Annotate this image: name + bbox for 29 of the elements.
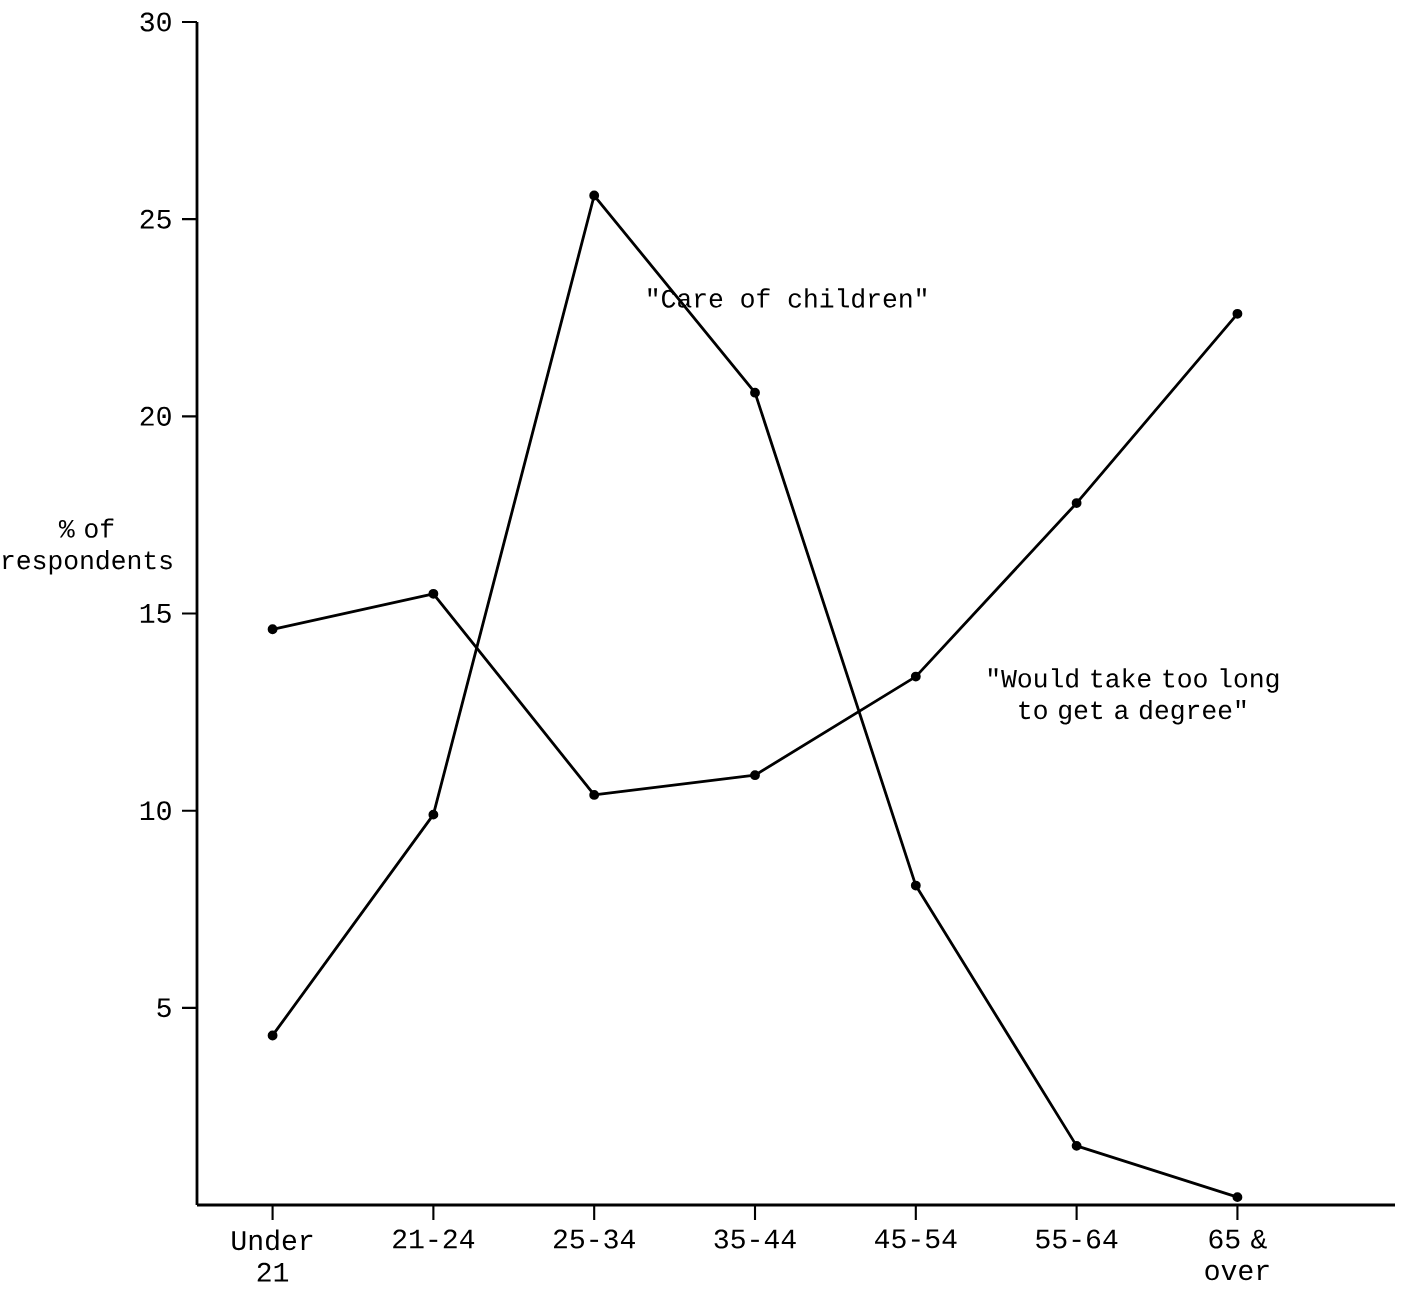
point xyxy=(910,880,921,891)
series-label: "Would take too long to get a degree" xyxy=(988,668,1279,725)
point xyxy=(1232,1192,1243,1203)
point xyxy=(589,190,600,201)
x-tick-label: 25-34 xyxy=(554,1229,635,1249)
y-tick-label: 15 xyxy=(140,604,171,623)
point xyxy=(267,1030,278,1041)
point xyxy=(428,809,439,820)
x-tick-label: 35-44 xyxy=(714,1229,796,1249)
y-tick-label: 20 xyxy=(140,406,171,426)
x-tick-label: 21-24 xyxy=(393,1229,475,1249)
point xyxy=(910,671,921,682)
point xyxy=(1071,1140,1082,1151)
y-tick-label: 30 xyxy=(140,12,171,32)
y-axis-title: % of respondents xyxy=(3,518,172,575)
point xyxy=(428,588,439,599)
x-tick-label: 65 & over xyxy=(1205,1229,1269,1281)
x-tick-label: 55-64 xyxy=(1036,1229,1118,1249)
point xyxy=(750,770,760,781)
point xyxy=(589,789,600,800)
point xyxy=(750,387,760,398)
point xyxy=(1071,498,1082,509)
y-tick-label: 10 xyxy=(140,801,171,821)
point xyxy=(267,624,278,635)
x-tick-label: 45-54 xyxy=(875,1229,957,1249)
y-tick-label: 25 xyxy=(140,209,171,229)
x-tick-label: Under 21 xyxy=(232,1229,313,1282)
point xyxy=(1232,308,1243,319)
y-tick-label: 5 xyxy=(157,998,171,1018)
